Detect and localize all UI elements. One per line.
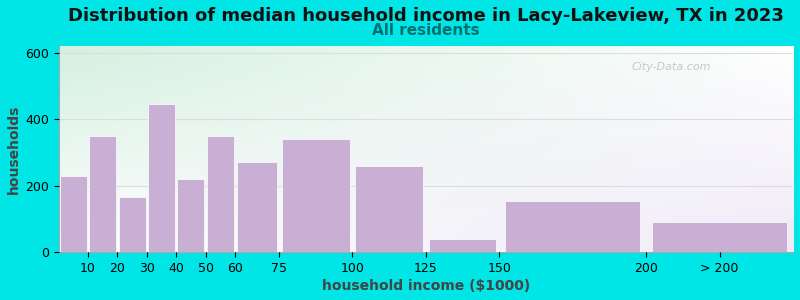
Y-axis label: households: households — [7, 104, 21, 194]
Bar — [429, 239, 496, 252]
X-axis label: household income ($1000): household income ($1000) — [322, 279, 530, 293]
Bar — [652, 222, 787, 252]
Bar — [282, 139, 350, 252]
Bar — [237, 162, 278, 252]
Text: City-Data.com: City-Data.com — [631, 62, 711, 72]
Bar — [178, 179, 205, 252]
Bar — [90, 136, 116, 252]
Bar — [148, 104, 175, 252]
Title: Distribution of median household income in Lacy-Lakeview, TX in 2023: Distribution of median household income … — [68, 7, 784, 25]
Bar — [505, 201, 640, 252]
Text: All residents: All residents — [372, 23, 480, 38]
Bar — [206, 136, 234, 252]
Bar — [118, 197, 146, 252]
Bar — [60, 176, 87, 252]
Bar — [355, 166, 423, 252]
